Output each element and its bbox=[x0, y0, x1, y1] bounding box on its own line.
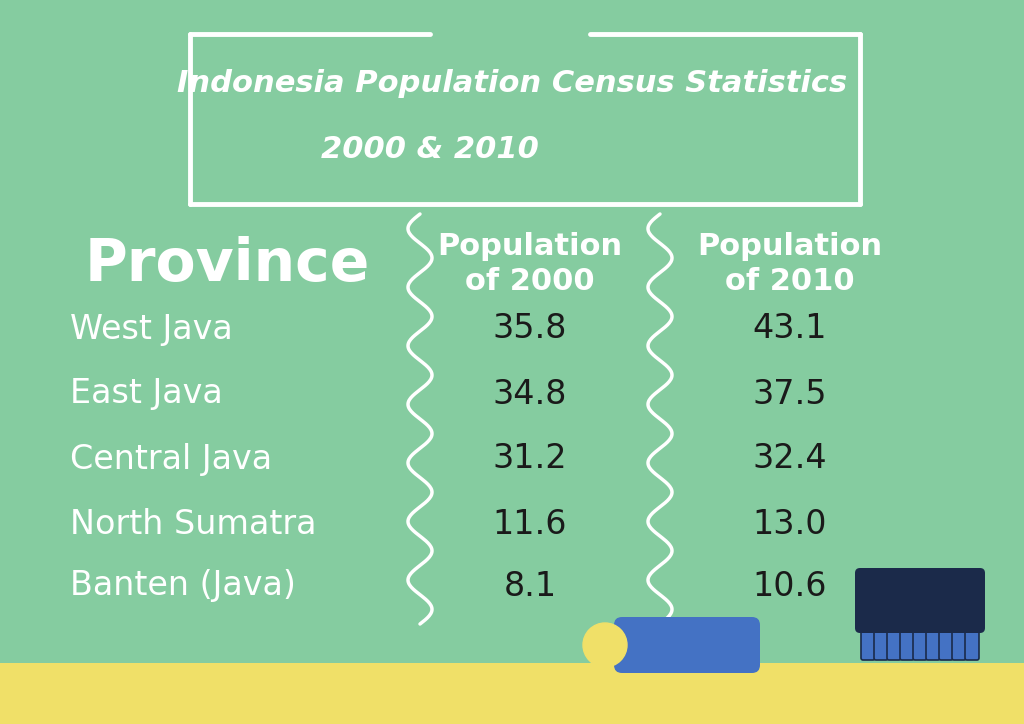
Text: Central Java: Central Java bbox=[70, 442, 272, 476]
Text: 13.0: 13.0 bbox=[753, 508, 827, 541]
Text: 11.6: 11.6 bbox=[493, 508, 567, 541]
Text: 34.8: 34.8 bbox=[493, 377, 567, 411]
Text: 37.5: 37.5 bbox=[753, 377, 827, 411]
FancyBboxPatch shape bbox=[913, 596, 927, 660]
FancyBboxPatch shape bbox=[874, 596, 888, 660]
Text: Province: Province bbox=[85, 235, 371, 292]
Bar bbox=[0, 663, 1024, 724]
FancyBboxPatch shape bbox=[952, 596, 966, 660]
Text: 43.1: 43.1 bbox=[753, 313, 827, 345]
FancyBboxPatch shape bbox=[965, 596, 979, 660]
Text: Indonesia Population Census Statistics: Indonesia Population Census Statistics bbox=[177, 70, 847, 98]
Text: West Java: West Java bbox=[70, 313, 232, 345]
FancyBboxPatch shape bbox=[887, 596, 901, 660]
Text: Population
of 2000: Population of 2000 bbox=[437, 232, 623, 296]
Text: East Java: East Java bbox=[70, 377, 223, 411]
Text: 31.2: 31.2 bbox=[493, 442, 567, 476]
FancyBboxPatch shape bbox=[614, 617, 760, 673]
FancyBboxPatch shape bbox=[855, 568, 985, 633]
Text: 10.6: 10.6 bbox=[753, 570, 827, 602]
Circle shape bbox=[583, 623, 627, 667]
Text: 35.8: 35.8 bbox=[493, 313, 567, 345]
Text: North Sumatra: North Sumatra bbox=[70, 508, 316, 541]
Text: 32.4: 32.4 bbox=[753, 442, 827, 476]
FancyBboxPatch shape bbox=[926, 596, 940, 660]
FancyBboxPatch shape bbox=[939, 596, 953, 660]
Text: Banten (Java): Banten (Java) bbox=[70, 570, 296, 602]
FancyBboxPatch shape bbox=[861, 596, 874, 660]
Text: 2000 & 2010: 2000 & 2010 bbox=[322, 135, 539, 164]
Text: 8.1: 8.1 bbox=[504, 570, 557, 602]
FancyBboxPatch shape bbox=[900, 596, 914, 660]
Text: Population
of 2010: Population of 2010 bbox=[697, 232, 883, 296]
